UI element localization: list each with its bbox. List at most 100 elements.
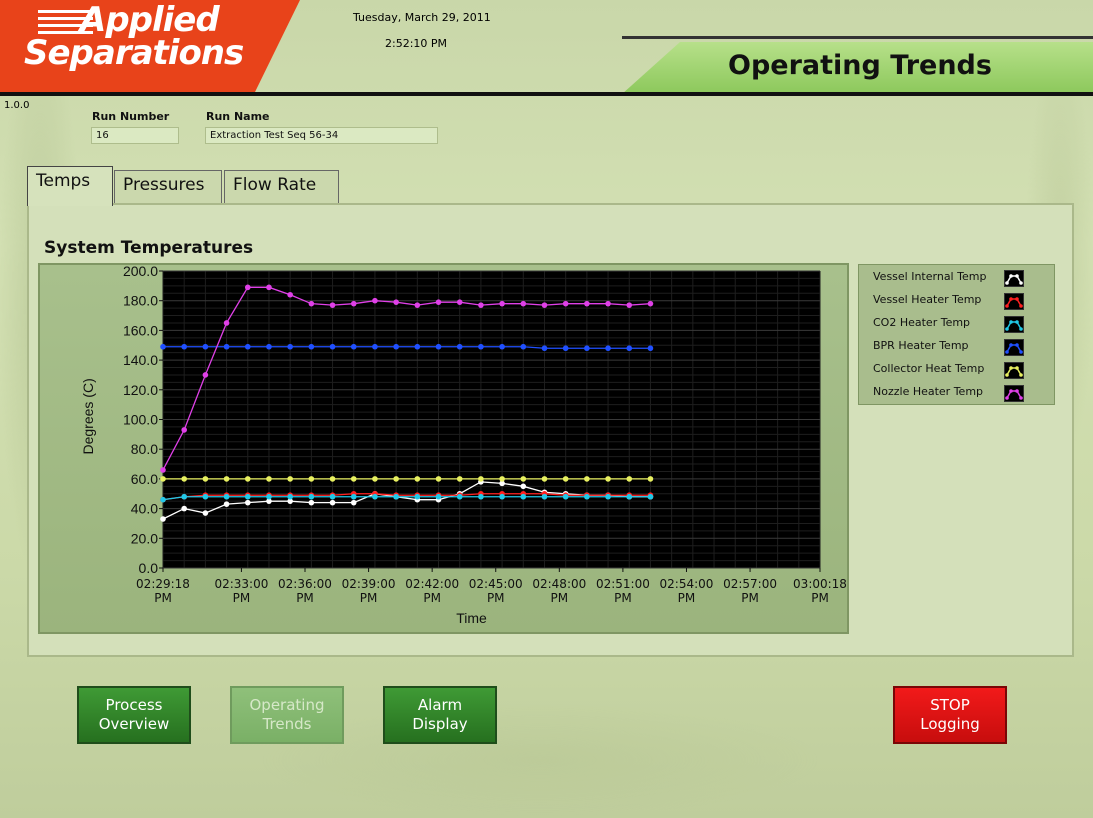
data-point <box>202 343 209 350</box>
alarm-display-button[interactable]: Alarm Display <box>383 686 497 744</box>
x-axis-ticks: 02:29:18PM02:33:00PM02:36:00PM02:39:00PM… <box>136 568 847 605</box>
process-overview-button[interactable]: Process Overview <box>77 686 191 744</box>
data-point <box>456 299 463 305</box>
legend-label: Vessel Heater Temp <box>873 293 982 306</box>
header-divider <box>0 92 1093 96</box>
data-point <box>541 493 548 500</box>
legend-label: CO2 Heater Temp <box>873 316 971 329</box>
data-point <box>626 493 633 500</box>
x-tick-label-ampm: PM <box>614 591 632 605</box>
data-point <box>287 343 293 350</box>
data-point <box>244 343 251 350</box>
legend-label: Vessel Internal Temp <box>873 270 987 283</box>
tab-flow-rate[interactable]: Flow Rate <box>224 170 339 203</box>
legend-swatch[interactable] <box>1004 293 1024 310</box>
x-tick-label: 02:45:00 <box>469 577 523 591</box>
data-point <box>520 493 527 500</box>
y-tick-label: 140.0 <box>123 352 158 368</box>
data-point <box>605 345 611 352</box>
legend-swatch[interactable] <box>1004 362 1024 379</box>
data-point <box>244 476 251 482</box>
tab-temps[interactable]: Temps <box>27 166 113 206</box>
data-point <box>372 476 378 482</box>
data-point <box>393 343 399 350</box>
y-tick-label: 80.0 <box>131 441 158 457</box>
title-banner <box>622 42 1093 94</box>
data-point <box>202 476 209 482</box>
data-point <box>244 284 251 291</box>
x-tick-label-ampm: PM <box>551 591 569 605</box>
x-axis-label: Time <box>456 610 487 626</box>
series-line <box>162 493 651 501</box>
data-point <box>329 493 336 500</box>
series-line <box>162 286 651 471</box>
data-point <box>520 476 527 482</box>
data-point <box>372 343 378 350</box>
stop-logging-button[interactable]: STOP Logging <box>893 686 1007 744</box>
data-point <box>584 476 590 482</box>
data-point <box>456 343 463 350</box>
y-axis-ticks: 0.0 20.0 40.0 60.0 80.0 100.0 120.0 140.0 160.0 1… <box>123 263 163 576</box>
x-tick-label-ampm: PM <box>423 591 441 605</box>
data-point <box>329 343 336 350</box>
data-point <box>626 302 633 308</box>
data-point <box>329 499 336 506</box>
data-point <box>202 493 209 500</box>
legend-swatch[interactable] <box>1004 316 1024 333</box>
data-point <box>372 297 378 304</box>
data-point <box>478 343 484 350</box>
legend-swatch[interactable] <box>1004 385 1024 402</box>
run-number-field[interactable]: 16 <box>91 127 179 144</box>
x-tick-label-ampm: PM <box>811 591 829 605</box>
data-point <box>478 476 484 482</box>
x-tick-label: 02:33:00 <box>214 577 268 591</box>
x-tick-label: 02:36:00 <box>278 577 332 591</box>
data-point <box>414 343 421 350</box>
series-line <box>162 481 651 520</box>
y-tick-label: 160.0 <box>123 322 158 338</box>
data-point <box>499 300 505 307</box>
series-line <box>163 346 651 349</box>
data-point <box>223 320 230 326</box>
legend-swatch[interactable] <box>1004 270 1024 287</box>
y-tick-label: 100.0 <box>123 412 158 428</box>
data-point <box>202 510 209 516</box>
legend-swatch[interactable] <box>1004 339 1024 356</box>
legend-label: Collector Heat Temp <box>873 362 985 375</box>
current-time: 2:52:10 PM <box>385 37 448 50</box>
data-point <box>435 343 442 350</box>
data-point <box>350 476 357 482</box>
logo-line-1: Applied <box>80 0 220 40</box>
data-point <box>541 345 548 352</box>
data-point <box>308 300 315 307</box>
data-point <box>393 476 399 482</box>
data-point <box>499 493 505 500</box>
data-point <box>308 476 315 482</box>
x-tick-label-ampm: PM <box>487 591 505 605</box>
data-point <box>160 476 166 482</box>
x-tick-label-ampm: PM <box>154 591 172 605</box>
data-point <box>372 493 378 500</box>
chart-section-title: System Temperatures <box>44 238 254 258</box>
data-point <box>520 483 527 490</box>
series-lines <box>160 284 654 522</box>
data-point <box>478 302 484 308</box>
data-point <box>605 300 611 307</box>
data-point <box>435 493 442 500</box>
operating-trends-button[interactable]: Operating Trends <box>230 686 344 744</box>
data-point <box>562 493 569 500</box>
data-point <box>541 476 548 482</box>
data-point <box>308 343 315 350</box>
title-rule <box>622 36 1093 39</box>
run-name-field[interactable]: Extraction Test Seq 56-34 <box>205 127 438 144</box>
tab-pressures[interactable]: Pressures <box>114 170 222 203</box>
data-point <box>287 476 293 482</box>
chart-legend: Vessel Internal Temp Vessel Heater Temp CO… <box>858 264 1055 405</box>
data-point <box>499 476 505 482</box>
y-tick-label: 20.0 <box>131 530 158 546</box>
company-logo: Applied Separations <box>0 0 300 92</box>
data-point <box>160 343 166 350</box>
data-point <box>350 499 357 506</box>
y-tick-label: 60.0 <box>131 471 158 487</box>
data-point <box>329 476 336 482</box>
